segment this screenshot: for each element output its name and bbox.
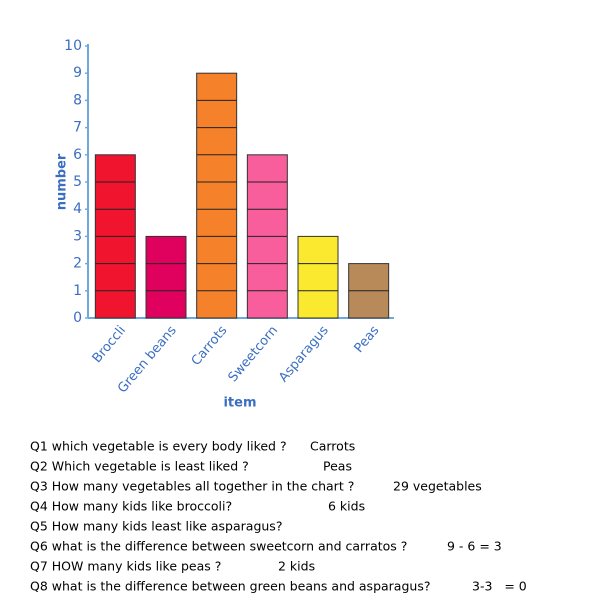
- y-tick-label: 1: [73, 283, 82, 299]
- answer: Carrots: [310, 439, 355, 454]
- x-tick-label: Sweetcorn: [226, 323, 281, 385]
- answer: Peas: [323, 459, 352, 474]
- y-tick-label: 10: [64, 38, 82, 54]
- y-axis-label: number: [55, 153, 70, 210]
- answer: 2 kids: [278, 559, 315, 574]
- question: Q6 what is the difference between sweetc…: [30, 539, 407, 554]
- y-tick-label: 6: [73, 147, 82, 163]
- answer: 6 kids: [328, 499, 365, 514]
- y-tick-label: 9: [73, 65, 82, 81]
- x-tick-label: Peas: [352, 323, 383, 356]
- bar: [145, 235, 187, 319]
- bar: [196, 72, 238, 319]
- question: Q2 Which vegetable is least liked ?: [30, 459, 249, 474]
- y-tick-label: 3: [73, 228, 82, 244]
- answer: 3-3 = 0: [472, 579, 527, 594]
- y-tick-label: 0: [73, 310, 82, 326]
- answer: 29 vegetables: [393, 479, 482, 494]
- question: Q3 How many vegetables all together in t…: [30, 479, 354, 494]
- x-axis-label: item: [223, 396, 256, 411]
- question: Q4 How many kids like broccoli?: [30, 499, 232, 514]
- bar: [297, 235, 339, 319]
- y-tick-label: 5: [73, 174, 82, 190]
- x-tick-label: Asparagus: [276, 323, 332, 385]
- question: Q8 what is the difference between green …: [30, 579, 430, 594]
- y-tick-label: 7: [73, 120, 82, 136]
- y-tick-label: 2: [73, 256, 82, 272]
- question: Q7 HOW many kids like peas ?: [30, 559, 221, 574]
- answer: 9 - 6 = 3: [447, 539, 502, 554]
- question: Q1 which vegetable is every body liked ?: [30, 439, 287, 454]
- question: Q5 How many kids least like asparagus?: [30, 519, 282, 534]
- x-tick-label: Carrots: [189, 323, 231, 369]
- x-tick-label: Broccli: [90, 323, 129, 366]
- y-tick-label: 4: [73, 201, 82, 217]
- y-tick-label: 8: [73, 92, 82, 108]
